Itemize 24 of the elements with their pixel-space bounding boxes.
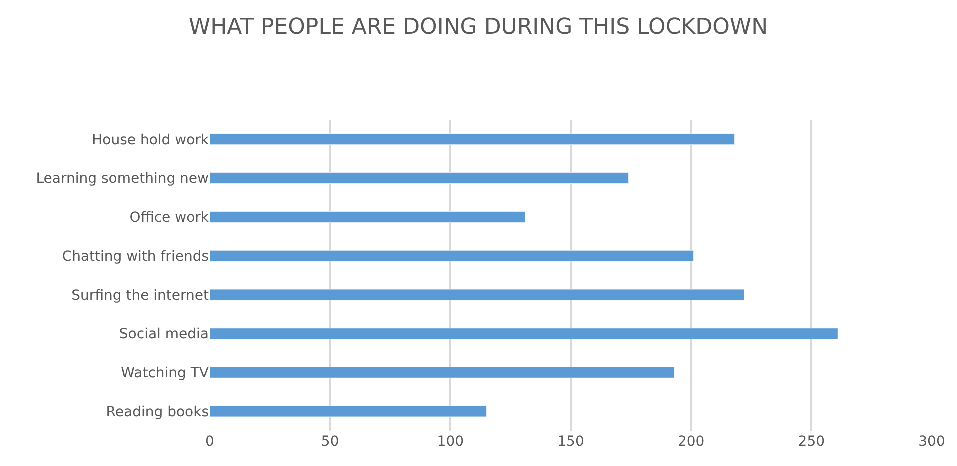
y-tick-label: Office work	[130, 210, 210, 226]
y-tick-label: House hold work	[92, 132, 210, 148]
bar	[210, 134, 735, 146]
y-tick-label: Watching TV	[121, 366, 210, 382]
bar	[210, 328, 838, 340]
x-tick-label: 200	[678, 434, 705, 450]
x-tick-label: 150	[558, 434, 584, 450]
y-tick-label: Learning something new	[36, 171, 209, 188]
x-tick-label: 100	[437, 434, 464, 450]
y-tick-label: Chatting with friends	[62, 248, 209, 265]
bar	[210, 211, 526, 223]
x-tick-label: 50	[321, 434, 340, 450]
y-tick-label: Surfing the internet	[72, 288, 210, 304]
bar	[210, 289, 745, 301]
bar	[210, 250, 694, 262]
x-tick-label: 300	[918, 434, 946, 450]
bar	[210, 406, 488, 418]
bar	[210, 172, 630, 184]
chart-title: WHAT PEOPLE ARE DOING DURING THIS LOCKDOWN	[188, 15, 768, 40]
x-tick-label: 250	[798, 434, 826, 450]
y-tick-label: Reading books	[106, 404, 209, 420]
x-tick-label: 0	[206, 434, 214, 450]
bar	[210, 367, 675, 378]
y-tick-label: Social media	[119, 326, 209, 343]
